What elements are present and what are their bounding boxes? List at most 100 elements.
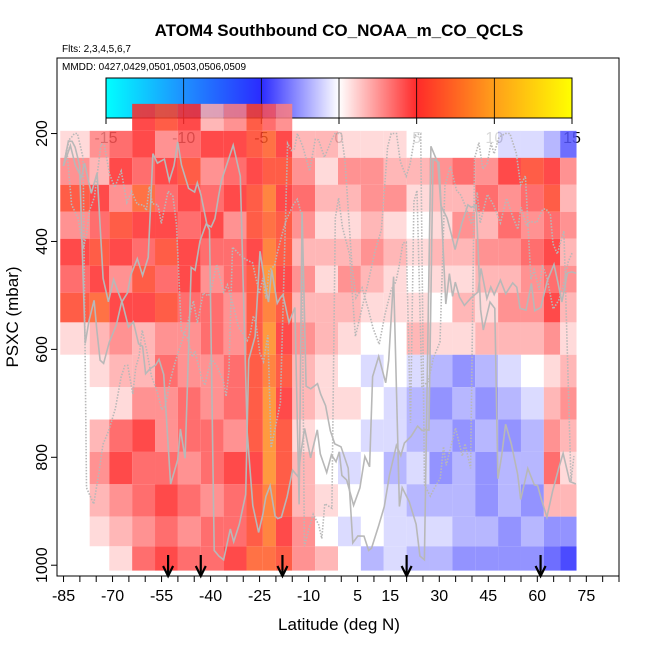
heatmap-cell — [89, 516, 110, 547]
heatmap-cell — [109, 516, 133, 547]
heatmap-cell — [383, 130, 407, 158]
heatmap-cell — [60, 211, 90, 239]
flight-track-line — [62, 130, 575, 507]
y-tick-label: 200 — [34, 120, 51, 147]
heatmap-cell — [292, 387, 316, 420]
heatmap-cell — [452, 322, 476, 355]
heatmap-cell — [223, 451, 247, 485]
heatmap-cell — [338, 322, 361, 355]
heatmap-cell — [275, 130, 293, 158]
heatmap-cell — [275, 546, 293, 571]
heatmap-cell — [315, 322, 338, 355]
heatmap-cell — [338, 546, 361, 571]
heatmap-cell — [275, 419, 293, 452]
heatmap-cell — [109, 419, 133, 452]
heatmap-cell — [498, 322, 521, 355]
heatmap-cell — [200, 516, 224, 547]
heatmap-cell — [452, 546, 476, 571]
heatmap-cell — [223, 265, 247, 293]
heatmap-cell — [155, 484, 178, 517]
heatmap-cell — [89, 484, 110, 517]
heatmap-cell — [223, 546, 247, 571]
heatmap-cell — [429, 516, 453, 547]
heatmap-cell — [177, 103, 201, 131]
heatmap-cell — [262, 130, 276, 158]
x-tick-label: 45 — [479, 588, 497, 605]
heatmap-cell — [223, 184, 247, 212]
heatmap-cell — [543, 516, 561, 547]
heatmap-cell — [315, 157, 338, 185]
heatmap-cell — [200, 130, 224, 158]
heatmap-cell — [262, 157, 276, 185]
heatmap-cell — [360, 184, 384, 212]
heatmap-cell — [89, 184, 110, 212]
heatmap-cell — [132, 451, 156, 485]
x-tick-label: 30 — [430, 588, 448, 605]
heatmap-cell — [246, 546, 263, 571]
heatmap-cell — [520, 546, 544, 571]
x-tick-label: 15 — [381, 588, 399, 605]
heatmap-cell — [429, 451, 453, 485]
heatmap-cell — [383, 419, 407, 452]
heatmap-cell — [520, 419, 544, 452]
heatmap-cell — [60, 516, 90, 547]
x-tick-label: 60 — [528, 588, 546, 605]
heatmap-cell — [543, 130, 561, 158]
heatmap-cell — [338, 130, 361, 158]
heatmap-cell — [520, 387, 544, 420]
heatmap-cell — [155, 184, 178, 212]
heatmap-cell — [560, 419, 577, 452]
flight-track-line — [62, 140, 577, 562]
x-tick-label: -55 — [150, 588, 173, 605]
heatmap-cell — [360, 292, 384, 323]
heatmap-cell — [383, 387, 407, 420]
heatmap-cell — [177, 211, 201, 239]
heatmap-cell — [543, 157, 561, 185]
heatmap-cell — [429, 130, 453, 158]
heatmap-cell — [360, 322, 384, 355]
heatmap-cell — [498, 211, 521, 239]
heatmap-cell — [452, 211, 476, 239]
x-tick-label: -40 — [199, 588, 222, 605]
heatmap-cell — [275, 516, 293, 547]
heatmap-cell — [429, 354, 453, 388]
heatmap-cell — [155, 419, 178, 452]
heatmap-cell — [200, 322, 224, 355]
heatmap-cell — [383, 265, 407, 293]
heatmap-cell — [177, 546, 201, 571]
heatmap-cell — [429, 387, 453, 420]
heatmap-cell — [452, 451, 476, 485]
heatmap-cell — [275, 211, 293, 239]
heatmap-cell — [475, 354, 499, 388]
heatmap-cell — [200, 292, 224, 323]
arrow-marker-head — [534, 565, 547, 579]
heatmap-cell — [109, 484, 133, 517]
heatmap-cell — [429, 157, 453, 185]
heatmap-cell — [360, 265, 384, 293]
heatmap-cell — [406, 157, 430, 185]
heatmap-cell — [246, 419, 263, 452]
y-tick-label: 800 — [34, 444, 51, 471]
heatmap-cell — [89, 157, 110, 185]
heatmap-cell — [223, 387, 247, 420]
heatmap-cell — [60, 130, 90, 158]
heatmap-cell — [383, 546, 407, 571]
heatmap-cell — [560, 322, 577, 355]
heatmap-cell — [155, 130, 178, 158]
heatmap-cell — [262, 451, 276, 485]
heatmap-cell — [292, 184, 316, 212]
arrow-marker-head — [194, 565, 207, 579]
heatmap-cell — [155, 322, 178, 355]
heatmap-cell — [338, 292, 361, 323]
heatmap-cell — [520, 484, 544, 517]
heatmap-cell — [246, 354, 263, 388]
heatmap-cell — [475, 516, 499, 547]
heatmap-cell — [452, 157, 476, 185]
heatmap-cell — [262, 238, 276, 266]
heatmap-cell — [498, 354, 521, 388]
heatmap-cell — [543, 451, 561, 485]
heatmap-cell — [177, 238, 201, 266]
y-axis: 200 400 600 800 1000 — [34, 120, 57, 583]
heatmap-cell — [109, 451, 133, 485]
heatmap-cell — [262, 103, 276, 131]
